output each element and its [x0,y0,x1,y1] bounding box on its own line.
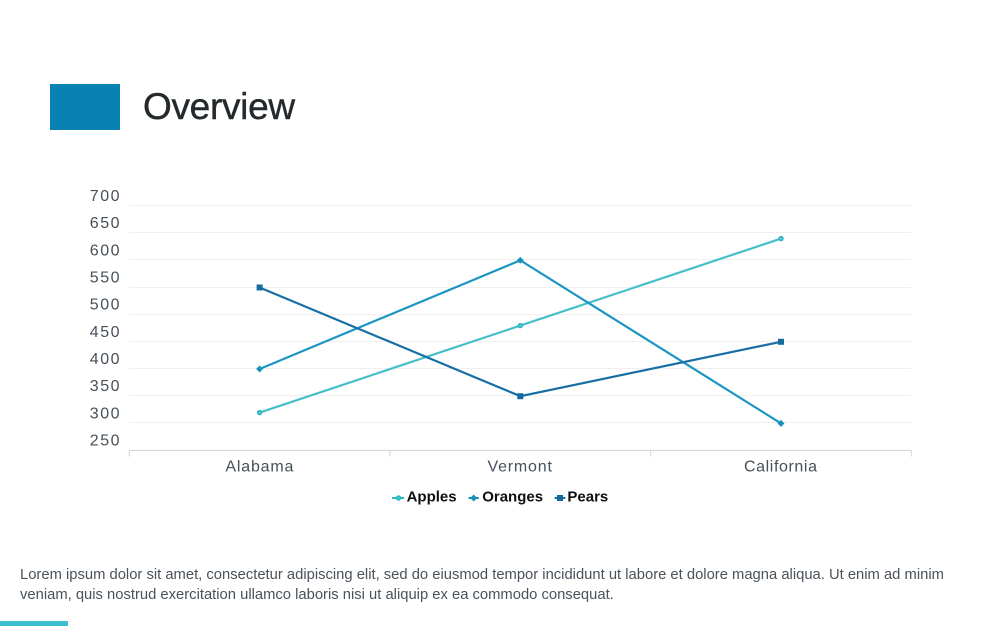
svg-text:California: California [744,459,818,476]
svg-text:500: 500 [90,297,121,314]
svg-text:Pears: Pears [567,489,608,506]
svg-text:Vermont: Vermont [488,459,553,476]
svg-text:300: 300 [90,405,121,422]
svg-text:250: 250 [90,433,121,450]
svg-text:600: 600 [90,242,121,259]
svg-text:550: 550 [90,270,121,287]
svg-text:Alabama: Alabama [225,459,294,476]
svg-text:Oranges: Oranges [482,489,543,506]
svg-text:450: 450 [90,324,121,341]
svg-text:400: 400 [90,351,121,368]
svg-text:Apples: Apples [407,489,457,506]
svg-text:350: 350 [90,378,121,395]
svg-text:700: 700 [90,188,121,205]
svg-text:650: 650 [90,215,121,232]
